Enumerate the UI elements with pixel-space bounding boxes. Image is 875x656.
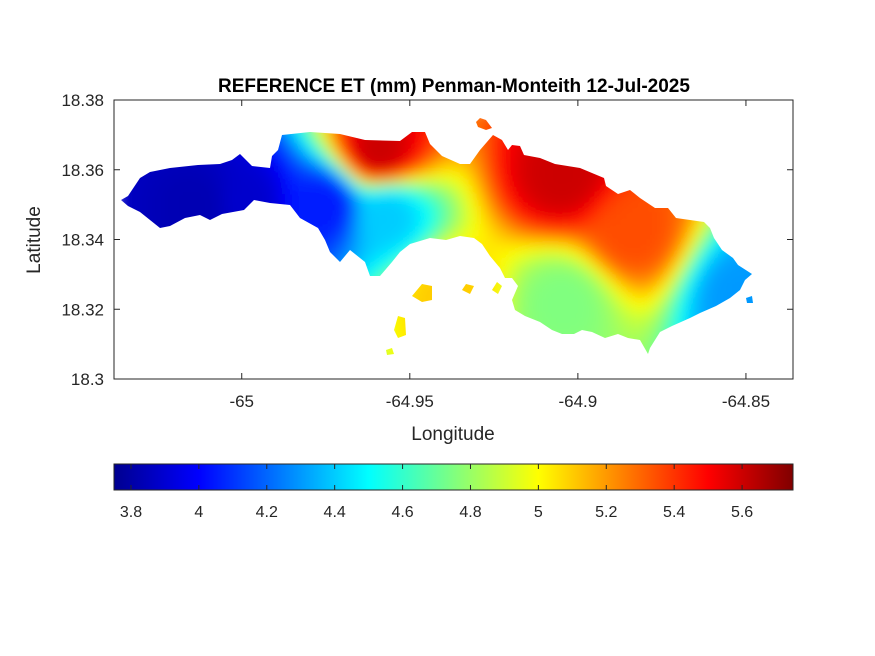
y-axis-ticks: 18.3 18.32 18.34 18.36 18.38 (61, 91, 793, 389)
colorbar-tick-label: 5.4 (663, 504, 685, 521)
colorbar-tick-label: 5 (534, 504, 543, 521)
y-tick-label: 18.36 (61, 161, 104, 180)
chart-title: REFERENCE ET (mm) Penman-Monteith 12-Jul… (218, 76, 690, 97)
y-tick-label: 18.3 (71, 370, 104, 389)
colorbar-tick-label: 4.8 (459, 504, 481, 521)
x-tick-label: -64.95 (386, 392, 434, 411)
colorbar-tick-label: 4.2 (256, 504, 278, 521)
x-tick-label: -64.9 (558, 392, 597, 411)
y-tick-label: 18.38 (61, 91, 104, 110)
colorbar-tick-label: 5.6 (731, 504, 753, 521)
y-tick-label: 18.34 (61, 231, 104, 250)
y-tick-label: 18.32 (61, 300, 104, 319)
colorbar-tick-label: 4.6 (391, 504, 413, 521)
x-axis-label: Longitude (411, 424, 494, 445)
x-tick-label: -65 (229, 392, 254, 411)
y-axis-label: Latitude (24, 206, 45, 274)
colorbar-tick-label: 5.2 (595, 504, 617, 521)
x-axis-ticks: -65 -64.95 -64.9 -64.85 (229, 100, 770, 411)
colorbar-tick-label: 3.8 (120, 504, 142, 521)
colorbar-tick-label: 4.4 (324, 504, 346, 521)
x-tick-label: -64.85 (722, 392, 770, 411)
colorbar (113, 463, 794, 491)
colorbar-tick-label: 4 (194, 504, 203, 521)
colorbar-ticks: 3.8 4 4.2 4.4 4.6 4.8 5 5.2 5.4 5.6 (120, 464, 753, 521)
